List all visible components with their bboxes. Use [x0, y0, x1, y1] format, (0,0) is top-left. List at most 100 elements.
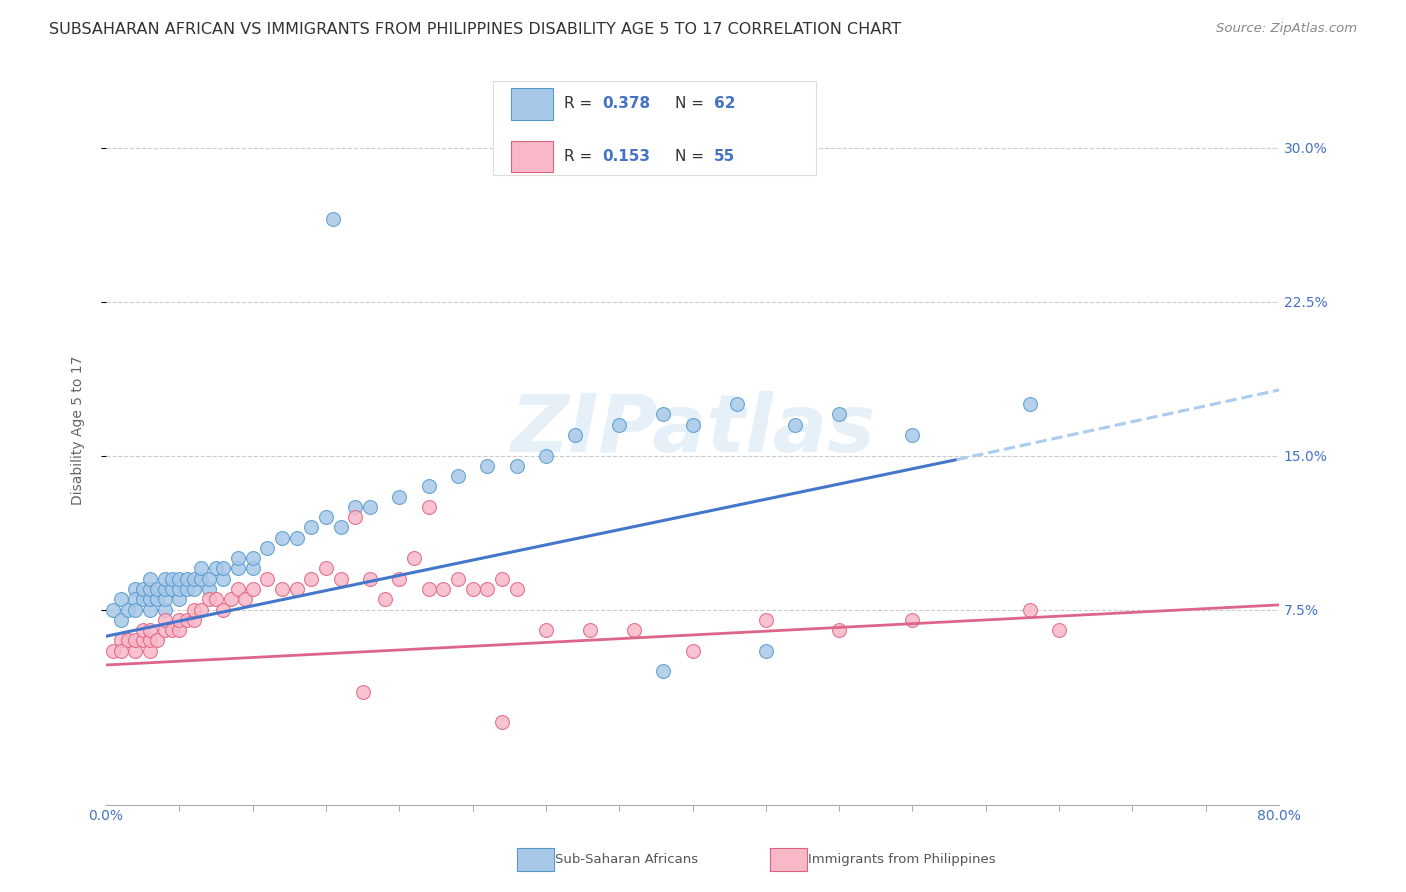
Point: [139, 572, 162, 586]
Point: [755, 643, 778, 657]
Point: [579, 623, 602, 637]
Point: [153, 613, 176, 627]
Point: [388, 490, 411, 504]
Point: [153, 592, 176, 607]
Point: [242, 582, 264, 596]
FancyBboxPatch shape: [510, 141, 553, 172]
Point: [344, 510, 367, 524]
Point: [1018, 397, 1040, 411]
Point: [359, 572, 381, 586]
Point: [139, 633, 162, 648]
Point: [256, 541, 278, 555]
Point: [169, 613, 191, 627]
Point: [388, 572, 411, 586]
Text: ZIPatlas: ZIPatlas: [510, 391, 875, 469]
Point: [315, 510, 337, 524]
Point: [652, 408, 675, 422]
Point: [785, 417, 807, 432]
Text: R =: R =: [564, 96, 596, 112]
Point: [132, 592, 155, 607]
Point: [534, 623, 557, 637]
Point: [418, 479, 440, 493]
Point: [359, 500, 381, 514]
Point: [682, 417, 704, 432]
Point: [169, 572, 191, 586]
Point: [212, 561, 235, 575]
Point: [329, 520, 352, 534]
Text: Sub-Saharan Africans: Sub-Saharan Africans: [555, 854, 699, 866]
Point: [169, 623, 191, 637]
Point: [256, 572, 278, 586]
Text: SUBSAHARAN AFRICAN VS IMMIGRANTS FROM PHILIPPINES DISABILITY AGE 5 TO 17 CORRELA: SUBSAHARAN AFRICAN VS IMMIGRANTS FROM PH…: [49, 22, 901, 37]
Point: [132, 633, 155, 648]
Point: [160, 582, 183, 596]
Text: N =: N =: [675, 96, 709, 112]
Point: [901, 613, 924, 627]
Point: [402, 551, 425, 566]
Point: [117, 602, 139, 616]
Text: 0.378: 0.378: [602, 96, 651, 112]
Point: [183, 602, 205, 616]
Point: [329, 572, 352, 586]
Point: [219, 592, 242, 607]
Point: [623, 623, 645, 637]
Point: [242, 561, 264, 575]
Point: [205, 561, 228, 575]
Point: [146, 582, 169, 596]
Point: [139, 602, 162, 616]
Point: [197, 582, 219, 596]
Point: [901, 428, 924, 442]
Point: [652, 664, 675, 678]
Text: N =: N =: [675, 149, 709, 164]
Point: [226, 561, 249, 575]
Point: [212, 572, 235, 586]
Point: [169, 592, 191, 607]
Point: [205, 592, 228, 607]
Point: [725, 397, 748, 411]
Point: [285, 582, 308, 596]
Text: Source: ZipAtlas.com: Source: ZipAtlas.com: [1216, 22, 1357, 36]
Point: [146, 592, 169, 607]
Point: [139, 592, 162, 607]
Point: [132, 582, 155, 596]
Point: [183, 572, 205, 586]
Point: [534, 449, 557, 463]
Point: [197, 592, 219, 607]
Point: [564, 428, 586, 442]
Point: [477, 582, 499, 596]
Point: [271, 582, 294, 596]
Point: [271, 531, 294, 545]
Y-axis label: Disability Age 5 to 17: Disability Age 5 to 17: [72, 355, 86, 505]
Point: [124, 602, 146, 616]
Point: [110, 613, 132, 627]
Point: [828, 408, 851, 422]
Point: [124, 582, 146, 596]
Point: [160, 572, 183, 586]
Point: [352, 684, 374, 698]
Point: [505, 458, 527, 473]
Point: [285, 531, 308, 545]
Point: [103, 643, 125, 657]
Point: [176, 613, 198, 627]
Point: [374, 592, 396, 607]
Point: [235, 592, 257, 607]
Text: 55: 55: [714, 149, 735, 164]
Point: [299, 520, 322, 534]
Point: [124, 633, 146, 648]
Point: [491, 572, 513, 586]
Point: [447, 572, 470, 586]
Point: [447, 469, 470, 483]
Point: [160, 623, 183, 637]
Point: [505, 582, 527, 596]
Point: [1047, 623, 1070, 637]
Point: [132, 623, 155, 637]
Text: 62: 62: [714, 96, 735, 112]
Point: [432, 582, 454, 596]
Point: [190, 572, 212, 586]
Point: [146, 633, 169, 648]
Point: [242, 551, 264, 566]
Point: [755, 613, 778, 627]
Point: [607, 417, 630, 432]
Point: [153, 602, 176, 616]
Point: [139, 582, 162, 596]
